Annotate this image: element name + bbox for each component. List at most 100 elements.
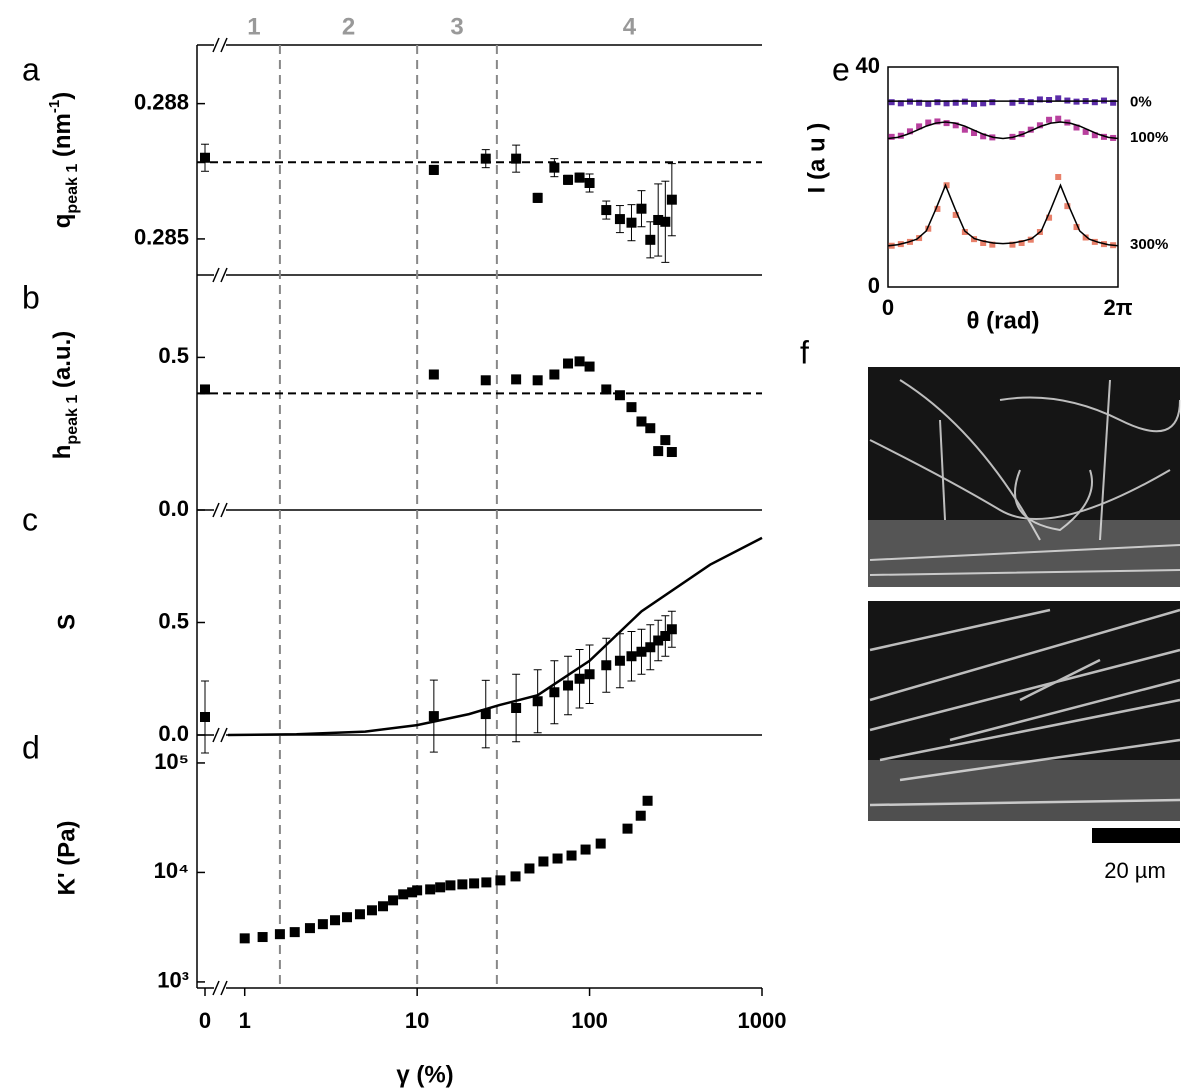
label-subscript: peak 1 (64, 164, 81, 214)
data-point (660, 216, 671, 227)
label-subscript: peak 1 (64, 395, 81, 445)
data-point (1009, 99, 1016, 106)
data-point (1027, 236, 1034, 243)
data-point (354, 909, 365, 920)
y-tick-label: 0.0 (158, 721, 189, 746)
data-point (925, 119, 932, 126)
region-label: 3 (450, 13, 463, 40)
data-point (636, 203, 647, 214)
panel-letter: d (22, 729, 40, 765)
data-point (622, 823, 633, 834)
label-part: (a.u.) (49, 331, 76, 395)
data-point (1009, 241, 1016, 248)
data-point (549, 687, 560, 698)
data-point (888, 133, 895, 140)
data-point (495, 875, 506, 886)
x-axis-label: θ (rad) (967, 307, 1040, 334)
data-point (1027, 99, 1034, 106)
data-point (961, 229, 968, 235)
data-point (660, 435, 671, 446)
data-point (916, 123, 923, 130)
fit-line (887, 121, 1119, 140)
data-point (257, 932, 268, 943)
data-point (952, 211, 959, 218)
fiber (939, 419, 946, 521)
data-point (1046, 116, 1053, 123)
data-point (934, 205, 941, 212)
micrographs: 20 µm (868, 367, 1181, 883)
x-axis-label: γ (%) (396, 1061, 453, 1088)
data-point (584, 361, 595, 372)
label-superscript: -1 (46, 100, 63, 113)
fiber (999, 396, 1181, 433)
data-point (614, 390, 625, 401)
data-point (563, 358, 574, 369)
data-point (1073, 124, 1080, 131)
data-point (200, 712, 210, 722)
data-point (626, 651, 637, 662)
break-mark (220, 267, 228, 283)
data-point (480, 709, 491, 720)
data-point (1064, 203, 1071, 210)
data-point (645, 642, 656, 653)
data-point (239, 933, 250, 944)
data-point (888, 99, 895, 106)
data-point (636, 646, 647, 657)
data-point (943, 120, 950, 127)
data-point (511, 374, 522, 385)
data-point (580, 844, 591, 855)
data-point (200, 152, 210, 163)
data-point (317, 919, 328, 930)
y-tick-label: 0.5 (158, 608, 189, 633)
data-point (428, 711, 439, 722)
data-point (574, 356, 585, 367)
data-point (1100, 133, 1107, 140)
data-point (635, 810, 646, 821)
break-mark (220, 980, 228, 996)
data-point (549, 162, 560, 173)
y-axis-label: hpeak 1 (a.u.) (49, 331, 80, 459)
data-point (435, 882, 446, 893)
data-point (952, 99, 959, 106)
data-point (480, 375, 491, 386)
break-mark (212, 37, 220, 53)
break-mark (212, 502, 220, 518)
data-point (1055, 174, 1062, 180)
data-point (457, 879, 468, 890)
x-tick-label: 100 (571, 1008, 608, 1033)
data-point (971, 100, 978, 107)
data-point (445, 880, 456, 891)
fiber (869, 608, 1181, 742)
data-point (538, 856, 549, 867)
data-point (425, 884, 436, 895)
data-point (1027, 126, 1034, 133)
data-point (653, 635, 664, 646)
data-point (666, 624, 677, 635)
data-point (906, 128, 913, 135)
data-point (660, 631, 671, 641)
fiber (869, 798, 1181, 807)
data-point (511, 703, 522, 713)
label-part: q (49, 214, 76, 229)
data-point (378, 901, 389, 912)
region-label: 1 (247, 13, 260, 40)
label-part: ) (49, 92, 76, 100)
y-tick-label: 0.285 (134, 225, 189, 250)
data-point (1055, 95, 1062, 102)
data-point (1046, 97, 1053, 103)
data-point (980, 240, 987, 246)
break-mark (212, 727, 220, 743)
plot-frame (887, 66, 1119, 288)
data-point (469, 878, 480, 889)
data-point (574, 673, 585, 684)
break-mark (220, 727, 228, 743)
data-point (200, 384, 210, 395)
data-point (1091, 238, 1098, 245)
data-point (549, 369, 560, 380)
data-point (563, 174, 574, 185)
data-point (1082, 234, 1089, 241)
scale-bar-label: 20 µm (1104, 858, 1166, 883)
data-point (1046, 214, 1053, 221)
data-point (1073, 224, 1080, 231)
